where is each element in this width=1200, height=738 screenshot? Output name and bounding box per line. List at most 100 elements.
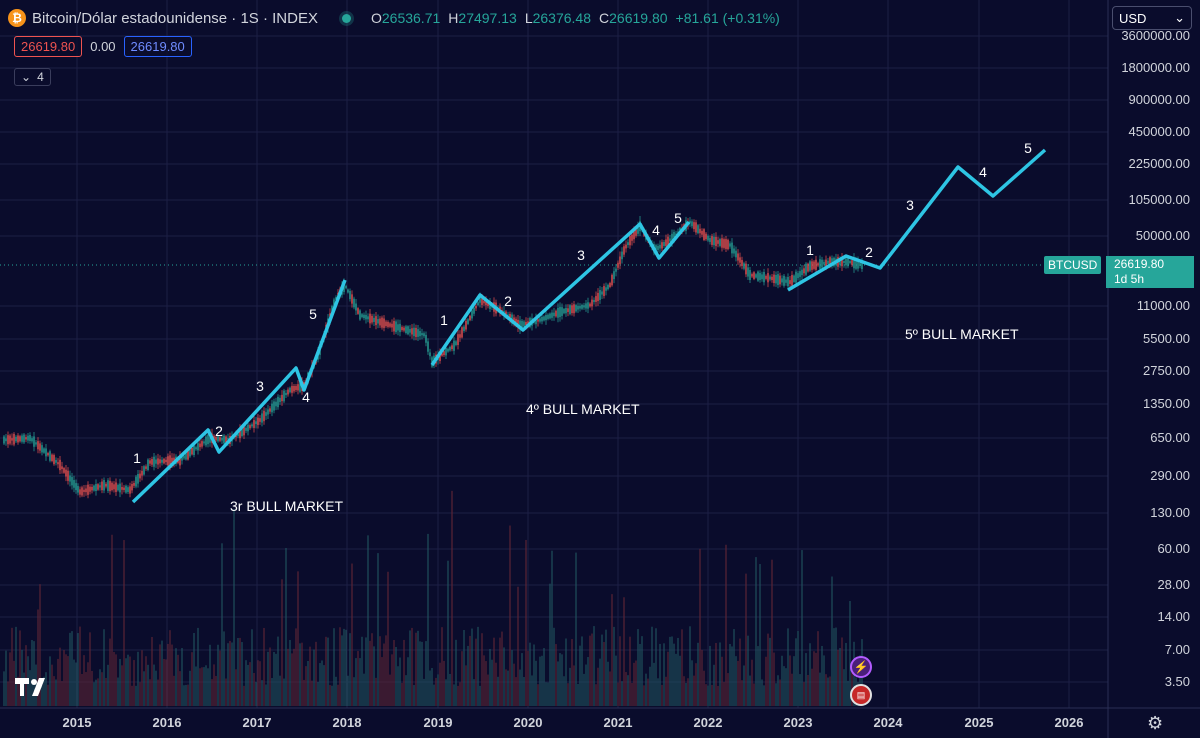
- volume-bar: [49, 656, 51, 706]
- candle: [727, 239, 729, 250]
- volume-bar: [703, 670, 705, 706]
- volume-bar: [429, 670, 431, 706]
- candle: [159, 459, 161, 464]
- volume-bar: [609, 671, 611, 706]
- currency-select[interactable]: USD ⌄: [1112, 6, 1192, 30]
- candle: [543, 316, 545, 321]
- volume-bar: [351, 563, 353, 706]
- volume-bar: [811, 668, 813, 706]
- volume-bar: [717, 685, 719, 706]
- candle: [691, 221, 693, 227]
- volume-bar: [551, 550, 553, 706]
- volume-bar: [237, 638, 239, 706]
- candle: [267, 409, 269, 415]
- volume-bar: [65, 654, 67, 706]
- candle: [827, 260, 829, 265]
- candle: [53, 455, 55, 465]
- market-status-icon[interactable]: [341, 13, 351, 23]
- candle: [237, 433, 239, 437]
- candle: [373, 317, 375, 322]
- candle: [695, 222, 697, 233]
- candle: [357, 308, 359, 314]
- candle: [179, 454, 181, 466]
- volume-bar: [421, 641, 423, 706]
- candle: [739, 257, 741, 263]
- volume-bar: [465, 665, 467, 706]
- candle: [615, 268, 617, 272]
- volume-bar: [195, 666, 197, 706]
- candle: [721, 238, 723, 248]
- volume-bar: [203, 667, 205, 706]
- volume-bar: [245, 660, 247, 706]
- volume-bar: [175, 648, 177, 706]
- symbol-header[interactable]: ₿ Bitcoin/Dólar estadounidense · 1S · IN…: [8, 6, 780, 30]
- candle: [825, 259, 827, 266]
- wave-label: 3: [256, 378, 264, 394]
- indicators-toggle-button[interactable]: ⌄ 4: [14, 68, 51, 86]
- wave-label: 5: [674, 210, 682, 226]
- volume-bar: [539, 656, 541, 706]
- candle: [111, 482, 113, 491]
- candle: [155, 459, 157, 464]
- volume-bar: [463, 630, 465, 706]
- candle: [793, 275, 795, 283]
- candle: [345, 285, 347, 289]
- volume-bar: [399, 657, 401, 706]
- candle: [383, 318, 385, 328]
- candle: [487, 301, 489, 307]
- candle: [251, 424, 253, 427]
- candle: [859, 262, 861, 267]
- volume-bar: [313, 649, 315, 706]
- volume-bar: [61, 681, 63, 706]
- volume-bar: [461, 651, 463, 706]
- volume-bar: [643, 685, 645, 706]
- volume-bar: [391, 654, 393, 706]
- gear-icon[interactable]: ⚙: [1147, 713, 1164, 733]
- candle: [279, 397, 281, 403]
- candle: [367, 316, 369, 320]
- volume-bar: [79, 626, 81, 706]
- candle: [549, 313, 551, 319]
- buy-price-button[interactable]: 26619.80: [123, 36, 192, 57]
- volume-bar: [387, 571, 389, 706]
- volume-bar: [409, 630, 411, 706]
- candle: [137, 473, 139, 484]
- volume-bar: [457, 685, 459, 706]
- volume-bar: [681, 629, 683, 706]
- candle: [123, 487, 125, 491]
- candle: [829, 257, 831, 267]
- candle: [181, 456, 183, 461]
- sell-price-button[interactable]: 26619.80: [14, 36, 83, 57]
- change-value: +81.61 (+0.31%): [675, 10, 780, 26]
- volume-bar: [323, 665, 325, 706]
- volume-bar: [687, 678, 689, 706]
- volume-bar: [383, 643, 385, 706]
- candle: [81, 487, 83, 496]
- volume-bar: [87, 662, 89, 706]
- candle: [151, 459, 153, 465]
- candle: [527, 321, 529, 325]
- volume-bar: [243, 685, 245, 706]
- volume-bar: [389, 674, 391, 706]
- volume-bar: [627, 675, 629, 706]
- volume-bar: [553, 627, 555, 706]
- lightning-icon[interactable]: ⚡: [850, 656, 872, 678]
- wave-label: 1: [133, 450, 141, 466]
- volume-bar: [479, 685, 481, 706]
- volume-bar: [711, 684, 713, 706]
- tradingview-logo[interactable]: [15, 676, 49, 702]
- volume-bar: [599, 658, 601, 706]
- volume-bar: [159, 644, 161, 706]
- price-axis-label: 225000.00: [1129, 156, 1190, 171]
- candle: [289, 387, 291, 393]
- candle: [477, 302, 479, 306]
- candle: [153, 456, 155, 467]
- volume-bar: [757, 646, 759, 706]
- candle: [197, 443, 199, 451]
- volume-bar: [817, 631, 819, 706]
- volume-bar: [487, 674, 489, 706]
- us-flag-icon[interactable]: ▤: [850, 684, 872, 706]
- symbol-title[interactable]: Bitcoin/Dólar estadounidense · 1S · INDE…: [32, 9, 318, 27]
- volume-bar: [93, 682, 95, 706]
